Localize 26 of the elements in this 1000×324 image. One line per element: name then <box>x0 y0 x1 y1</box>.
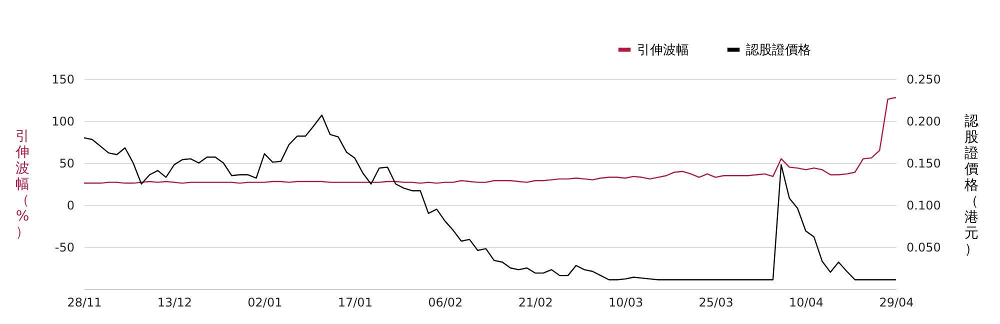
x-tick-label: 13/12 <box>157 296 192 310</box>
x-tick-label: 10/03 <box>608 296 644 310</box>
x-tick-label: 10/04 <box>788 296 824 310</box>
text: 認股證價格（港元） <box>964 114 978 258</box>
x-tick-label: 02/01 <box>248 296 282 310</box>
x-tick-label: 25/03 <box>698 296 734 310</box>
y-tick-label: 100 <box>52 114 74 128</box>
x-tick-label: 17/01 <box>338 296 372 310</box>
y-tick-label: 150 <box>52 72 74 86</box>
x-tick-label: 29/04 <box>879 296 914 310</box>
y2-tick-label: 0.250 <box>906 72 941 86</box>
y-tick-label: 50 <box>59 156 74 170</box>
y2-tick-label: 0.200 <box>906 114 941 128</box>
y2-tick-label: 0.100 <box>906 198 941 212</box>
y-tick-label: 0 <box>66 198 74 212</box>
y2-tick-label: 0.150 <box>906 156 941 170</box>
y2-tick-label: 0.050 <box>906 240 941 254</box>
x-tick-label: 28/11 <box>67 296 102 310</box>
y-axis-title: 引伸波幅（%） <box>14 128 30 240</box>
line-series <box>83 96 897 184</box>
legend-label: 引伸波幅 <box>637 42 689 58</box>
legend-label: 認股證價格 <box>746 42 811 58</box>
line-series <box>83 114 897 280</box>
y-tick-label: -50 <box>54 240 74 254</box>
x-tick-label: 06/02 <box>428 296 463 310</box>
x-tick-label: 21/02 <box>518 296 553 310</box>
